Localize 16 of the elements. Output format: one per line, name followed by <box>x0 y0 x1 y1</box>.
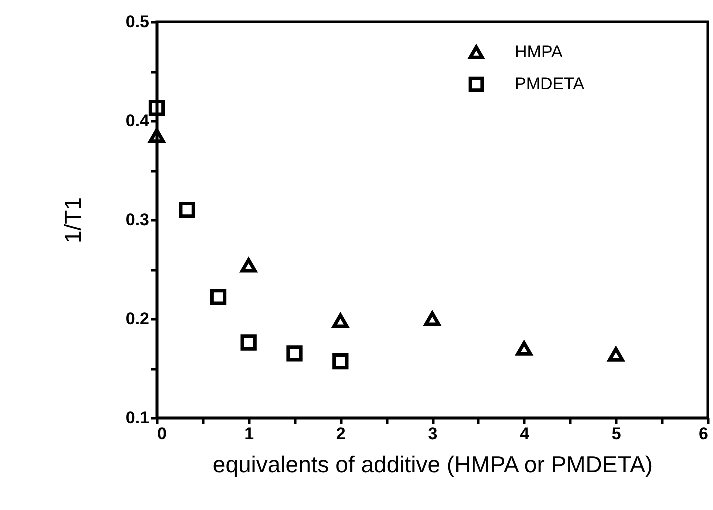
legend-label: PMDETA <box>515 74 586 94</box>
legend-label: HMPA <box>515 42 564 62</box>
x-tick-label: 5 <box>612 424 622 444</box>
x-axis-title: equivalents of additive (HMPA or PMDETA) <box>212 452 654 478</box>
x-tick-label: 1 <box>244 424 254 444</box>
y-tick-label: 0.5 <box>126 12 150 32</box>
y-axis-title: 1/T1 <box>60 197 86 244</box>
x-tick-label: 4 <box>520 424 530 444</box>
y-tick-label: 0.3 <box>126 210 150 230</box>
x-tick-label: 3 <box>428 424 438 444</box>
y-tick-label: 0.2 <box>126 310 150 328</box>
y-tick-label: 0.4 <box>126 112 150 130</box>
x-tick-label: 6 <box>699 424 708 444</box>
y-tick-label: 0.1 <box>126 408 150 428</box>
x-tick-label: 2 <box>336 424 346 444</box>
x-tick-label: 0 <box>158 424 167 444</box>
